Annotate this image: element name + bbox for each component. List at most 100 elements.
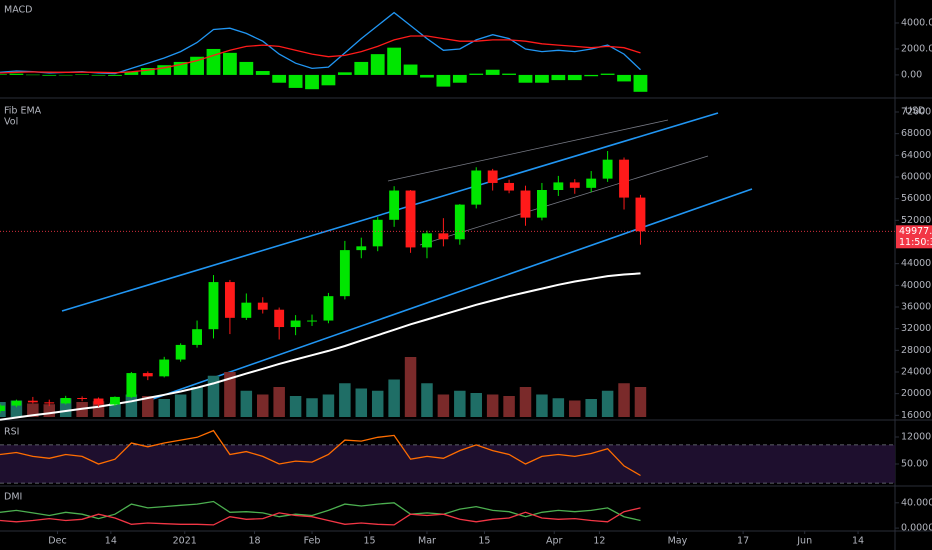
y-tick-label: 72000.00 (901, 107, 932, 118)
histogram-bar (288, 74, 303, 88)
volume-bar (404, 357, 417, 417)
volume-bar (601, 390, 614, 417)
volume-bar (388, 379, 400, 417)
volume-bar (207, 375, 220, 417)
histogram-bar (255, 71, 270, 75)
volume-bar (43, 404, 56, 417)
series-line (0, 35, 641, 74)
x-tick-label: Apr (546, 536, 563, 547)
histogram-bar (337, 72, 352, 75)
histogram-bar (600, 73, 615, 75)
candle-body (224, 282, 235, 318)
candle-body (389, 190, 400, 220)
last-price-label: 49977.48 (899, 226, 932, 237)
volume-bar (486, 394, 499, 417)
y-tick-label: 0.00 (901, 69, 922, 80)
x-tick-label: 14 (852, 536, 864, 547)
histogram-bar (584, 74, 599, 77)
candle-body (454, 204, 465, 240)
last-price-badge (896, 225, 932, 249)
histogram-bar (354, 61, 369, 75)
y-tick-label: 16000.00 (901, 410, 932, 421)
volume-bar (536, 394, 548, 417)
candle-body (126, 373, 137, 397)
candle-body (274, 309, 285, 328)
histogram-bar (108, 74, 122, 76)
histogram-bar (25, 74, 40, 76)
x-tick-label: Feb (304, 536, 321, 547)
x-tick-label: 15 (478, 536, 490, 547)
trend-line (387, 119, 669, 182)
volume-bar (59, 398, 72, 417)
candle-body (356, 246, 367, 251)
pane: RSI 50.00 (0, 427, 928, 484)
volume-bar (109, 402, 121, 417)
volume-bar (306, 398, 318, 417)
histogram-bar (420, 74, 434, 78)
pane-title: MACD (4, 5, 32, 16)
y-tick-label: 36000.00 (901, 302, 932, 313)
volume-bar (618, 383, 630, 417)
volume-bar (421, 383, 433, 417)
volume-bar (191, 387, 203, 417)
histogram-bar (272, 74, 287, 83)
histogram-bar (403, 64, 418, 75)
volume-bar (339, 383, 351, 417)
y-tick-label: 28000.00 (901, 345, 932, 356)
histogram-bar (469, 73, 484, 75)
y-tick-label: 2000.00 (901, 43, 932, 54)
volume-bar (289, 396, 302, 417)
volume-bar (569, 400, 581, 417)
pane-title: RSI (4, 427, 19, 438)
y-tick-label: 12000.00 (901, 432, 932, 443)
drawings (61, 112, 753, 401)
candle-body (471, 170, 482, 205)
histogram-bar (58, 74, 73, 76)
volume-bar (371, 390, 384, 417)
y-tick-label: 0.0000 (901, 523, 932, 534)
x-tick-label: 14 (105, 536, 117, 547)
x-tick-label: 17 (737, 536, 749, 547)
candle-body (602, 159, 613, 179)
unit-label: USD (905, 106, 925, 117)
pane-subtitle: Vol (4, 117, 18, 128)
x-tick-label: 15 (363, 536, 375, 547)
candle-body (257, 302, 268, 310)
histogram-bar (9, 73, 24, 75)
histogram-bar (75, 74, 90, 75)
volume-bar (174, 394, 187, 417)
volume-bar (503, 396, 515, 417)
volume-bar (454, 390, 466, 417)
volume-bar (142, 396, 154, 417)
y-tick-label: 64000.00 (901, 150, 932, 161)
y-tick-label: 56000.00 (901, 193, 932, 204)
volume-bar (158, 399, 170, 417)
candle-body (438, 233, 449, 240)
y-tick-label: 68000.00 (901, 128, 932, 139)
x-tick-label: Mar (418, 536, 436, 547)
countdown-label: 11:50:35 (899, 237, 932, 248)
histogram-bar (617, 74, 631, 82)
candle-body (0, 405, 5, 411)
volume-bar (585, 399, 597, 417)
candle-body (586, 178, 597, 188)
pane-title: DMI (4, 492, 22, 503)
series-line (0, 429, 641, 477)
y-tick-label: 40.0000 (901, 497, 932, 508)
candle-body (175, 344, 186, 360)
candle-body (504, 182, 515, 191)
series-line (0, 11, 641, 75)
volume-bar (125, 394, 138, 417)
x-tick-label: 12 (593, 536, 605, 547)
y-tick-label: 32000.00 (901, 323, 932, 334)
histogram-bar (387, 47, 402, 75)
candle-body (635, 197, 646, 232)
histogram-bar (91, 74, 106, 76)
y-tick-label: 40000.00 (901, 280, 932, 291)
candle-body (44, 402, 55, 404)
volume-bar (355, 388, 368, 417)
candle-body (339, 250, 350, 297)
volume-bar (552, 398, 565, 417)
volume-bar (27, 403, 39, 417)
y-tick-label: 50.00 (901, 459, 928, 470)
